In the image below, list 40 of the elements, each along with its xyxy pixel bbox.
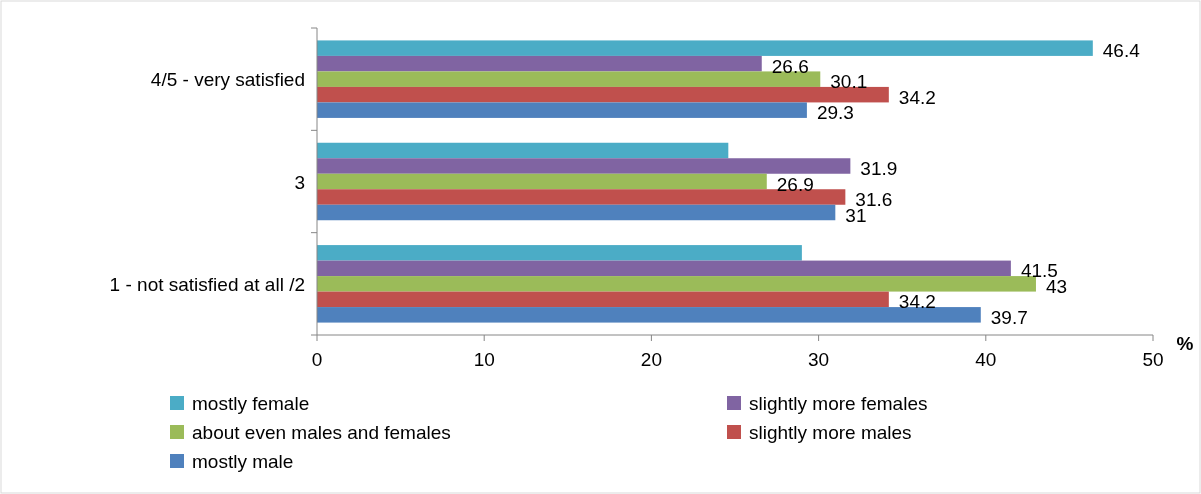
- x-tick-label: 0: [311, 349, 323, 370]
- x-tick-label: 10: [473, 349, 495, 370]
- legend-label: mostly male: [192, 451, 294, 472]
- y-tick-label: 1 - not satisfied at all /2: [109, 273, 305, 295]
- data-label: 34.2: [898, 291, 936, 313]
- legend-label: slightly more females: [749, 393, 928, 414]
- bar: [317, 276, 1036, 292]
- y-tick-label: 4/5 - very satisfied: [150, 69, 305, 91]
- bar: [317, 158, 851, 174]
- bar: [317, 260, 1011, 277]
- data-label: 29.3: [816, 102, 854, 124]
- data-label: 30.1: [830, 71, 868, 93]
- bar: [317, 245, 802, 261]
- bar: [317, 204, 836, 221]
- legend-label: about even males and females: [192, 422, 451, 443]
- bar: [317, 102, 807, 118]
- data-label: 46.4: [1102, 40, 1141, 62]
- legend-label: slightly more males: [749, 422, 912, 443]
- legend-label: mostly female: [192, 393, 310, 414]
- bar: [317, 291, 889, 308]
- bar: [317, 71, 821, 87]
- x-tick-label: 20: [640, 349, 662, 370]
- x-axis-title: %: [1176, 333, 1194, 354]
- bar: [317, 307, 981, 323]
- data-label: 39.7: [990, 306, 1028, 328]
- bar: [317, 86, 889, 103]
- bar: [317, 142, 729, 159]
- y-tick-label: 3: [294, 171, 305, 193]
- x-tick-label: 30: [808, 349, 830, 370]
- bar: [317, 173, 767, 190]
- bar: [317, 189, 846, 205]
- x-tick-label: 40: [975, 349, 997, 370]
- data-label: 26.9: [776, 173, 814, 195]
- bar: [317, 55, 762, 72]
- data-label: 26.6: [771, 55, 809, 77]
- bar: [317, 40, 1093, 56]
- x-tick-label: 50: [1142, 349, 1164, 370]
- data-label: 31.6: [855, 189, 893, 210]
- data-label: 31.9: [860, 158, 898, 179]
- data-label: 34.2: [898, 86, 936, 108]
